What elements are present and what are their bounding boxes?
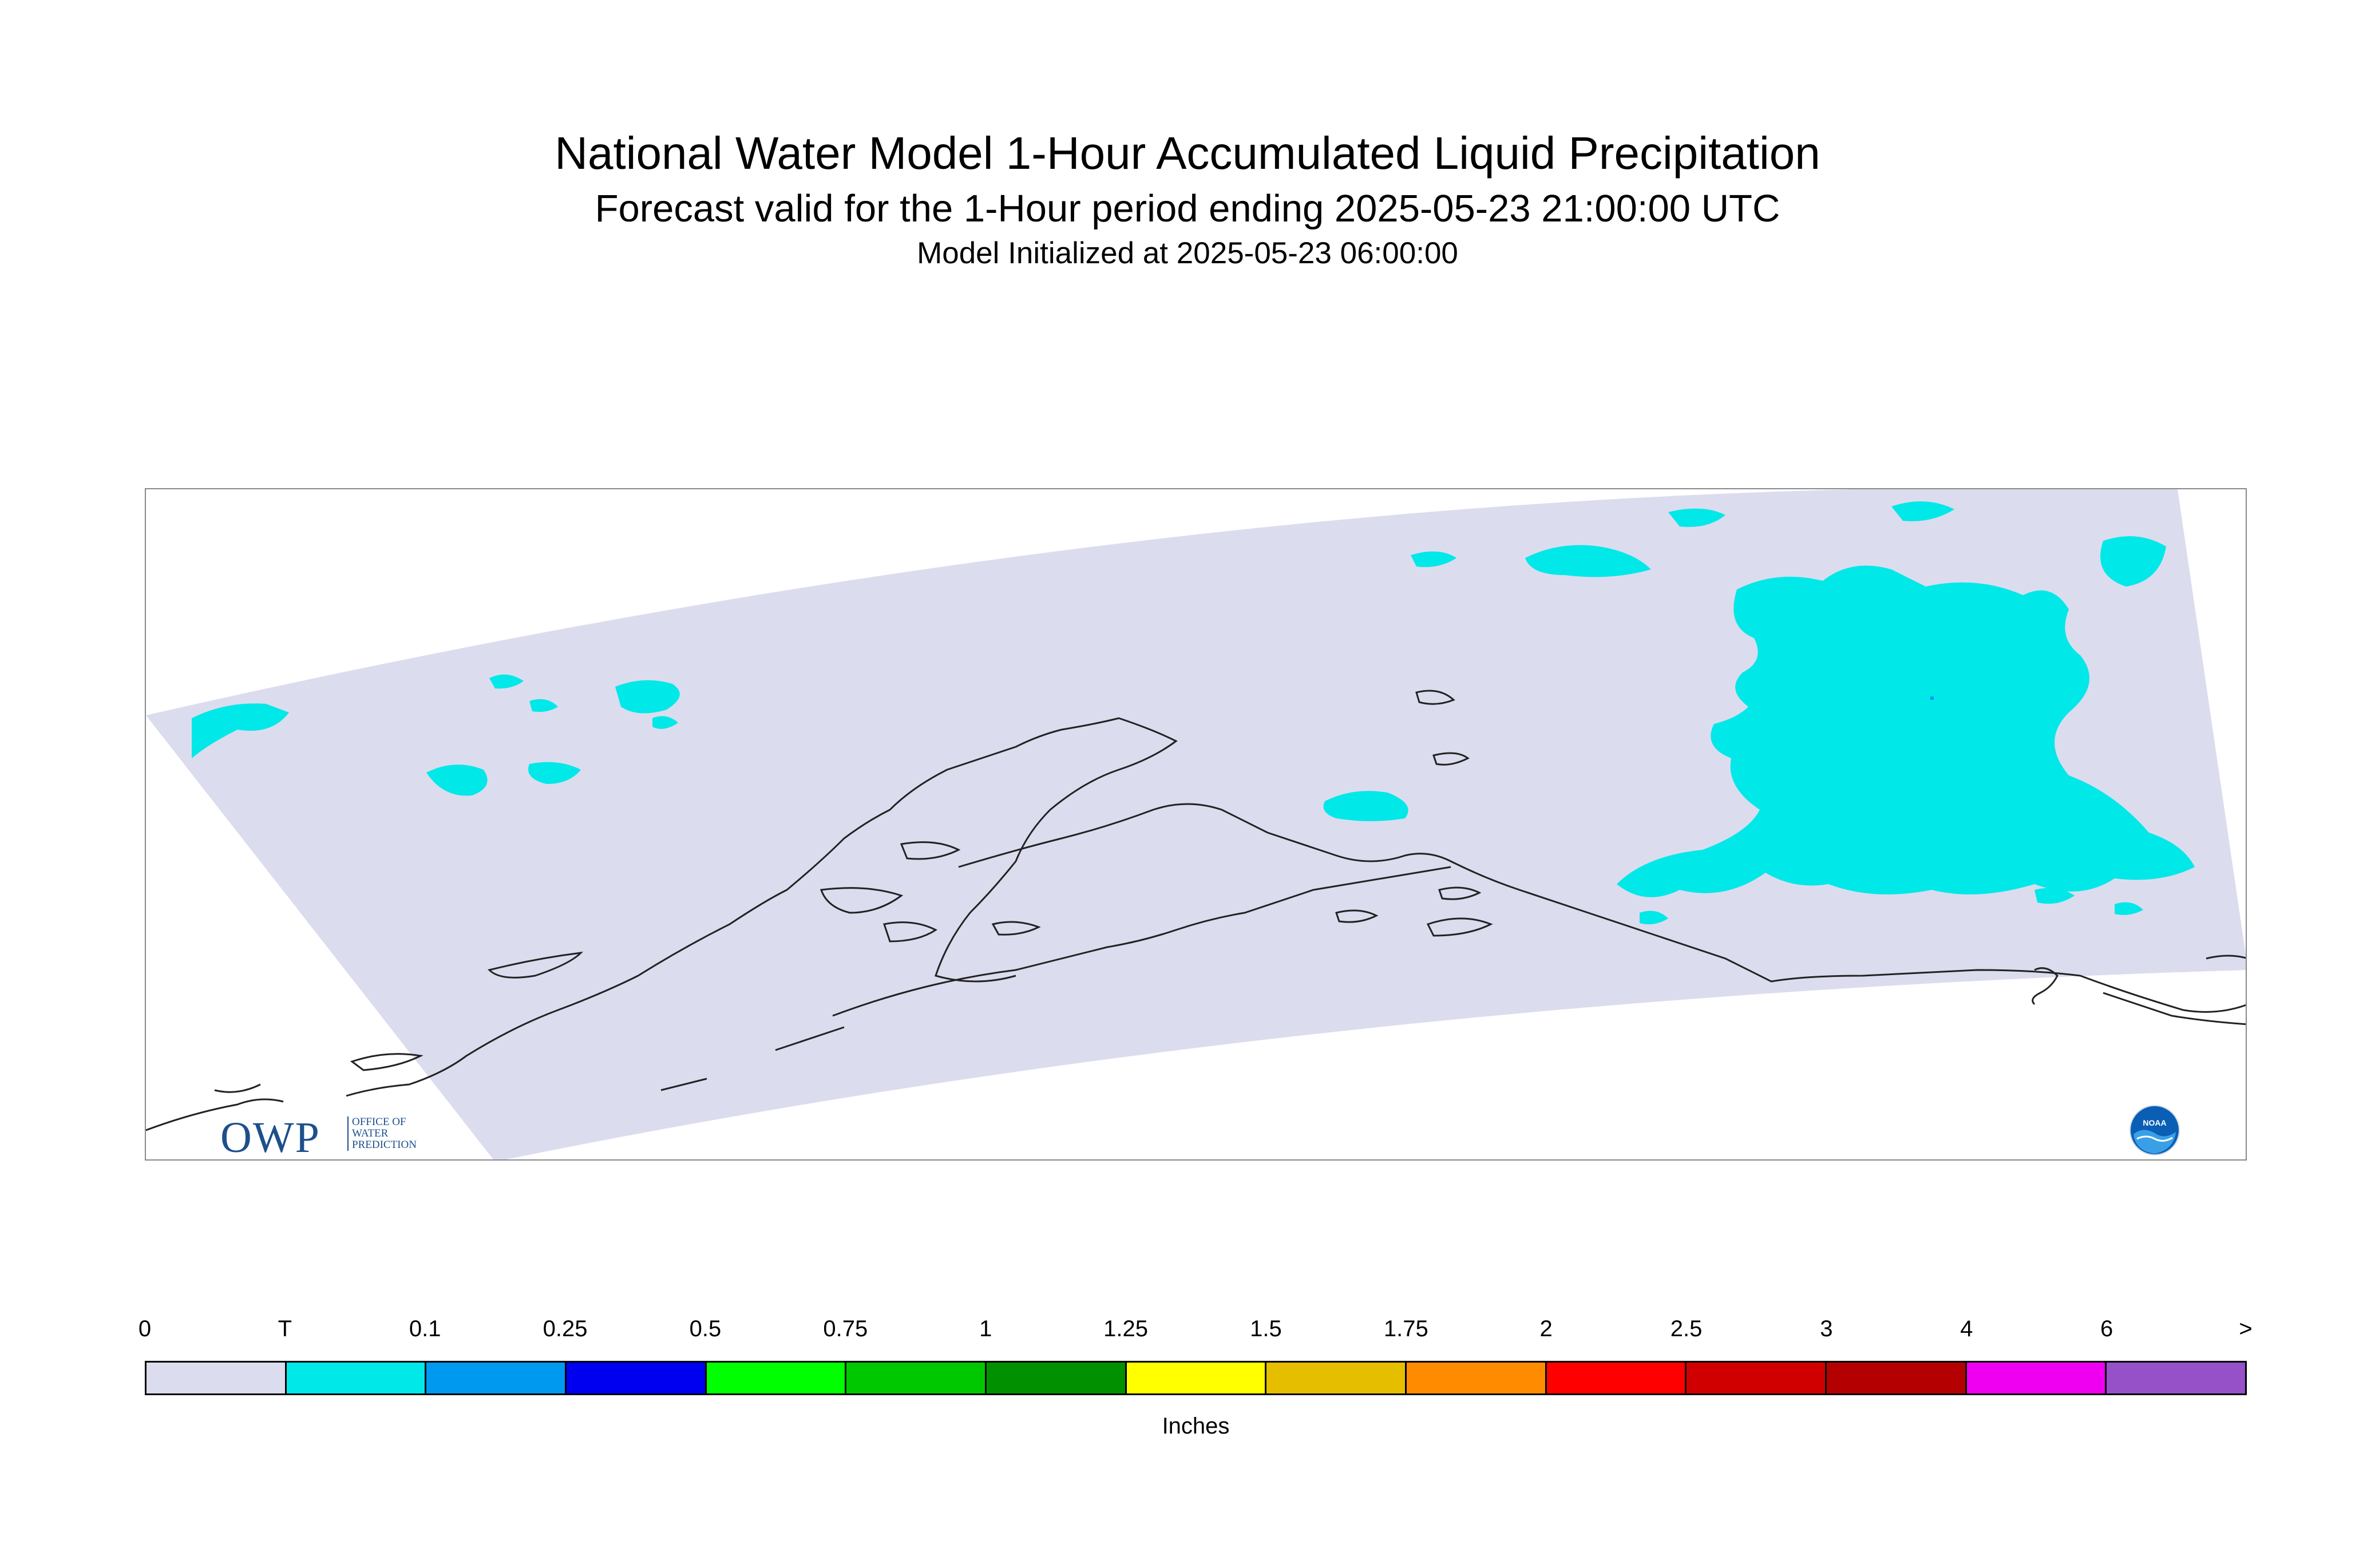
noaa-emblem-icon	[2129, 1105, 2180, 1155]
legend-units: Inches	[1162, 1413, 1230, 1439]
legend-label-14: 6	[2100, 1316, 2113, 1341]
noaa-logo: NOAA	[2129, 1104, 2180, 1156]
legend-swatch-8	[1266, 1363, 1407, 1393]
coastline-islands	[350, 690, 1493, 1071]
map-canvas	[146, 489, 2246, 1159]
legend-label-1: T	[278, 1316, 292, 1341]
coastline-aleutian	[660, 866, 1451, 1091]
precip-area-central	[1323, 791, 1408, 821]
precip-area-south-1	[1640, 910, 1668, 925]
legend-label-4: 0.5	[689, 1316, 722, 1341]
legend-swatch-6	[987, 1363, 1127, 1393]
owp-sub-line1: OFFICE OF	[352, 1116, 406, 1128]
owp-logo-text: OWP	[220, 1114, 320, 1161]
legend-label-6: 1	[979, 1316, 992, 1341]
precip-area-north-2	[1411, 551, 1456, 567]
legend-swatch-7	[1126, 1363, 1267, 1393]
owp-sub-line3: PREDICTION	[352, 1139, 417, 1151]
precip-area-east-edge	[2100, 536, 2166, 587]
legend-swatch-3	[567, 1363, 707, 1393]
legend-label-7: 1.25	[1103, 1316, 1148, 1341]
precip-area-west-4	[529, 699, 558, 712]
legend-swatch-14	[2107, 1363, 2246, 1393]
map-panel: OWP OFFICE OF WATER PREDICTION NOAA	[145, 488, 2247, 1161]
precip-area-southeast-2	[2034, 888, 2075, 904]
legend-label-0: 0	[138, 1316, 152, 1341]
coastline-peninsula	[820, 841, 961, 943]
precip-area-west-1	[192, 703, 289, 758]
noaa-logo-text: NOAA	[2143, 1118, 2167, 1127]
legend-swatch-5	[846, 1363, 987, 1393]
precip-area-central-west-3	[652, 716, 678, 729]
legend-swatch-13	[1966, 1363, 2107, 1393]
legend-swatch-0	[147, 1363, 287, 1393]
color-legend: 0 T 0.1 0.25 0.5 0.75 1 1.25 1.5 1.75 2 2.5 3 4 6 > Inc…	[138, 1316, 2253, 1439]
precip-area-northeast	[1617, 565, 2195, 897]
legend-swatch-1	[286, 1363, 427, 1393]
precip-area-north-4	[1891, 501, 1954, 521]
precip-area-west-3	[489, 674, 524, 689]
map-title: National Water Model 1-Hour Accumulated …	[555, 128, 1820, 179]
precip-marker-0.1	[1930, 696, 1934, 700]
precip-area-central-west	[615, 680, 680, 714]
precip-area-southeast	[1827, 851, 1909, 890]
map-subtitle: Forecast valid for the 1-Hour period end…	[595, 187, 1780, 230]
coastline	[146, 690, 2246, 1131]
precip-trace-areas	[192, 501, 2195, 925]
owp-sub-line2: WATER	[352, 1127, 389, 1139]
legend-swatch-10	[1546, 1363, 1687, 1393]
precip-area-south-2	[2115, 902, 2143, 915]
precip-area-west-2	[426, 765, 488, 796]
legend-label-12: 3	[1820, 1316, 1833, 1341]
legend-label-3: 0.25	[543, 1316, 588, 1341]
legend-color-bar	[145, 1361, 2247, 1395]
legend-label-10: 2	[1539, 1316, 1553, 1341]
legend-swatch-11	[1687, 1363, 1827, 1393]
legend-label-5: 0.75	[823, 1316, 868, 1341]
legend-label-2: 0.1	[409, 1316, 441, 1341]
legend-swatch-2	[426, 1363, 567, 1393]
legend-swatch-12	[1827, 1363, 1967, 1393]
precip-area-north-3	[1668, 508, 1725, 527]
legend-label-11: 2.5	[1670, 1316, 1703, 1341]
model-init-time: Model Initialized at 2025-05-23 06:00:00	[917, 236, 1458, 270]
legend-swatch-9	[1407, 1363, 1547, 1393]
coastline-east-land	[2032, 955, 2246, 1025]
legend-label-8: 1.5	[1250, 1316, 1282, 1341]
coastline-mainland	[146, 717, 2246, 1131]
legend-swatch-4	[706, 1363, 847, 1393]
legend-label-13: 4	[1960, 1316, 1973, 1341]
owp-logo-subtext: OFFICE OF WATER PREDICTION	[347, 1116, 417, 1151]
legend-label-9: 1.75	[1383, 1316, 1428, 1341]
model-domain	[146, 489, 2246, 1159]
legend-label-15: >	[2239, 1316, 2253, 1341]
precip-area-north-coast	[1525, 545, 1651, 577]
precip-area-central-west-2	[528, 762, 581, 784]
owp-logo: OWP OFFICE OF WATER PREDICTION	[220, 1113, 438, 1161]
